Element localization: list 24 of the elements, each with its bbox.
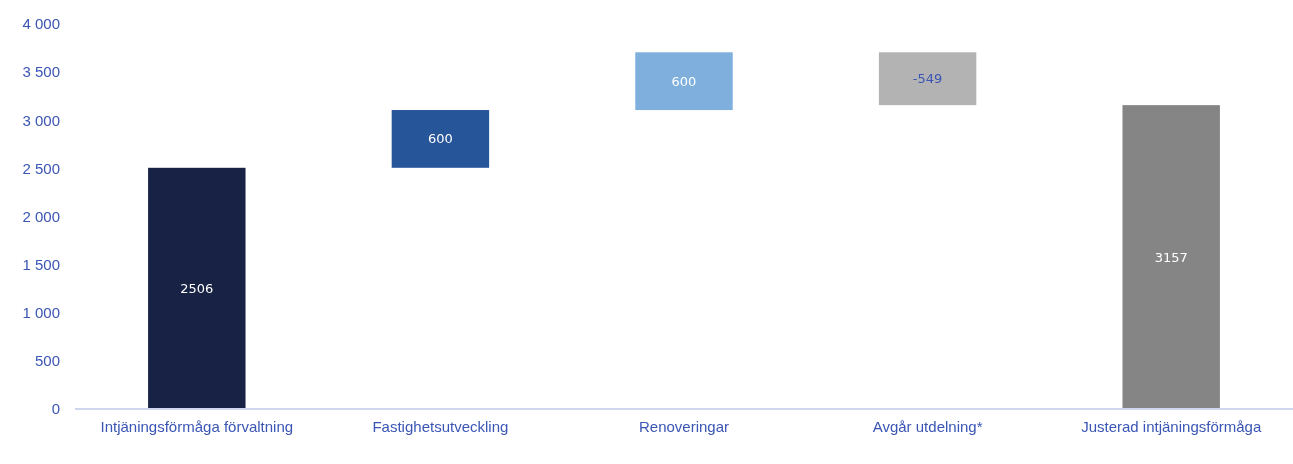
bar xyxy=(635,52,733,111)
x-tick-label: Renoveringar xyxy=(638,417,730,435)
x-tick-label: Intjäningsförmåga förvaltning xyxy=(100,417,294,435)
bar xyxy=(1122,105,1220,409)
bar xyxy=(391,110,490,168)
data-label: 600 xyxy=(671,73,697,89)
bar xyxy=(878,52,977,106)
y-tick-label: 2 000 xyxy=(22,207,60,225)
y-tick-label: 0 xyxy=(51,400,60,418)
y-tick-label: 3 500 xyxy=(22,63,60,81)
y-tick-label: 500 xyxy=(34,352,60,370)
x-tick-label: Avgår utdelning* xyxy=(872,417,983,435)
x-tick-label: Justerad intjäningsförmåga xyxy=(1081,417,1262,435)
y-tick-label: 4 000 xyxy=(22,15,60,33)
y-tick-label: 2 500 xyxy=(22,159,60,177)
data-label: 3157 xyxy=(1154,249,1188,265)
y-tick-label: 1 000 xyxy=(22,304,60,322)
bar xyxy=(148,167,246,409)
data-label: 2506 xyxy=(180,280,214,296)
x-tick-label: Fastighetsutveckling xyxy=(372,417,509,435)
data-label: -549 xyxy=(912,71,943,87)
y-tick-label: 1 500 xyxy=(22,255,60,273)
data-label: 600 xyxy=(427,131,453,147)
y-tick-label: 3 000 xyxy=(22,111,60,129)
